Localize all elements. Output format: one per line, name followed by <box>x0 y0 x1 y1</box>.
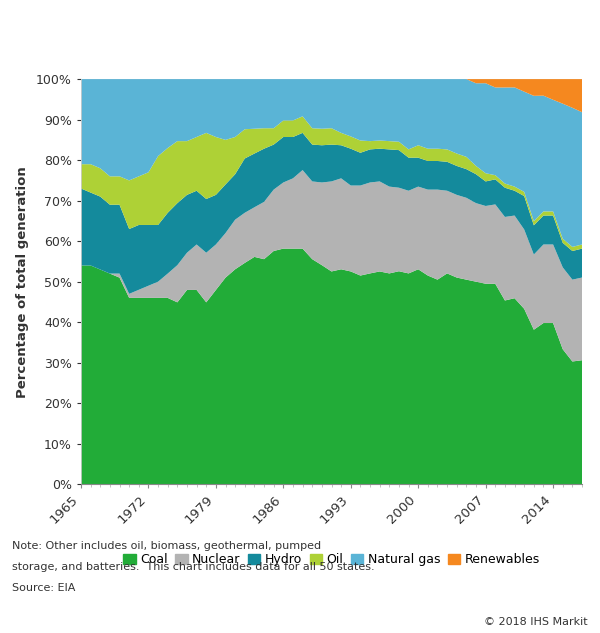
Text: storage, and batteries.  This chart includes data for all 50 states.: storage, and batteries. This chart inclu… <box>12 562 374 572</box>
Y-axis label: Percentage of total generation: Percentage of total generation <box>16 166 29 398</box>
Text: Source: EIA: Source: EIA <box>12 583 76 593</box>
Legend: Coal, Nuclear, Hydro, Oil, Natural gas, Renewables: Coal, Nuclear, Hydro, Oil, Natural gas, … <box>123 553 540 567</box>
Text: Share of US electric generation by fuel type,
1965–2017: Share of US electric generation by fuel … <box>11 16 484 60</box>
Text: © 2018 IHS Markit: © 2018 IHS Markit <box>484 617 588 627</box>
Text: Note: Other includes oil, biomass, geothermal, pumped: Note: Other includes oil, biomass, geoth… <box>12 541 321 551</box>
